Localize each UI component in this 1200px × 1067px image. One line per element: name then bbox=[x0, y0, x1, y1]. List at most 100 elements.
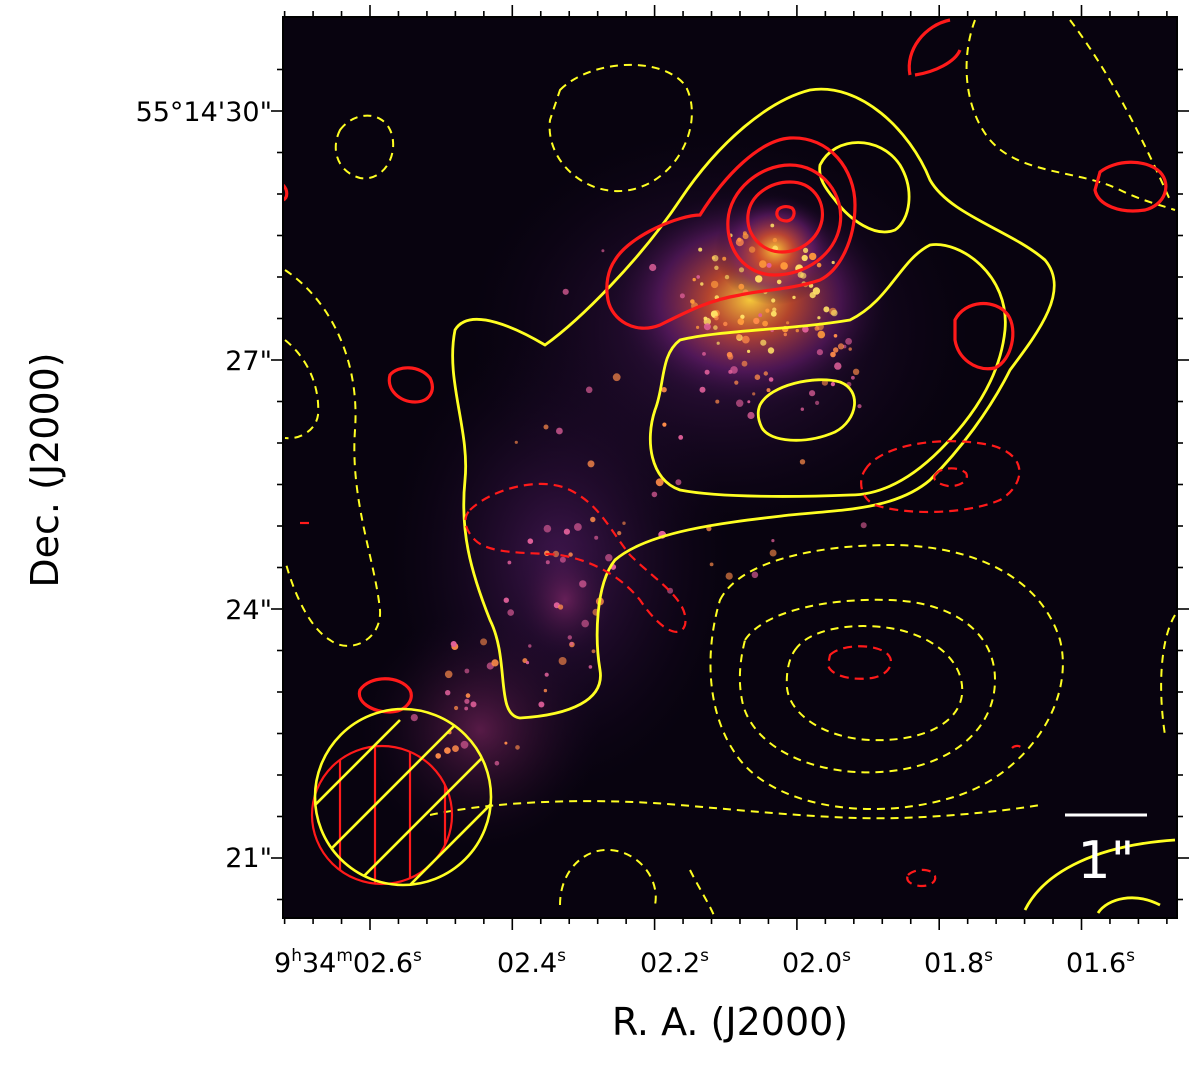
star bbox=[649, 263, 657, 272]
star bbox=[544, 672, 549, 677]
x-tick-label: 02.4s bbox=[497, 946, 566, 979]
star bbox=[821, 379, 829, 386]
star bbox=[581, 619, 589, 628]
star bbox=[515, 745, 520, 750]
star bbox=[780, 262, 788, 270]
star bbox=[783, 332, 787, 337]
star bbox=[712, 255, 719, 262]
star bbox=[465, 693, 471, 698]
y-axis-label: Dec. (J2000) bbox=[23, 352, 67, 587]
star bbox=[661, 387, 667, 393]
star bbox=[480, 638, 488, 646]
star bbox=[594, 535, 599, 540]
star bbox=[460, 740, 469, 749]
star bbox=[435, 753, 442, 759]
star bbox=[833, 347, 839, 353]
star bbox=[765, 308, 770, 313]
star bbox=[758, 313, 763, 318]
axis-ticks bbox=[271, 5, 1189, 930]
star bbox=[690, 299, 695, 304]
y-tick-label: 24" bbox=[225, 595, 272, 626]
star bbox=[504, 741, 508, 745]
star bbox=[679, 293, 685, 299]
star bbox=[601, 249, 605, 253]
star bbox=[834, 362, 842, 370]
star bbox=[747, 411, 755, 420]
star bbox=[567, 635, 572, 640]
star bbox=[617, 531, 622, 536]
star bbox=[579, 580, 587, 588]
star bbox=[766, 388, 771, 393]
star bbox=[714, 315, 719, 321]
star bbox=[741, 360, 748, 367]
star bbox=[507, 560, 512, 565]
star bbox=[740, 321, 744, 325]
star bbox=[543, 424, 549, 430]
x-axis-label: R. A. (J2000) bbox=[612, 1000, 848, 1044]
star bbox=[503, 597, 509, 603]
star bbox=[444, 670, 453, 679]
star bbox=[753, 317, 760, 325]
star bbox=[735, 238, 744, 247]
star bbox=[716, 341, 720, 345]
star bbox=[722, 256, 727, 261]
star bbox=[709, 562, 714, 567]
star bbox=[450, 641, 457, 647]
x-tick-label: 02.0s bbox=[782, 946, 851, 979]
star bbox=[831, 309, 838, 317]
star bbox=[514, 440, 518, 444]
star bbox=[748, 246, 756, 253]
star bbox=[700, 282, 704, 286]
star bbox=[800, 407, 804, 411]
star bbox=[786, 321, 790, 325]
star bbox=[525, 661, 530, 665]
star bbox=[760, 339, 767, 346]
star bbox=[833, 334, 838, 338]
star bbox=[698, 247, 703, 252]
star bbox=[736, 399, 744, 407]
star bbox=[823, 306, 830, 313]
star bbox=[766, 262, 772, 268]
yellow-negative-contours bbox=[284, 19, 1176, 918]
star bbox=[704, 369, 710, 375]
star bbox=[662, 422, 667, 427]
star bbox=[454, 705, 459, 711]
star bbox=[740, 314, 745, 319]
star bbox=[703, 323, 711, 331]
star bbox=[538, 701, 545, 708]
star bbox=[464, 706, 469, 711]
image-panel: 1" bbox=[283, 17, 1177, 918]
star bbox=[759, 260, 767, 268]
star bbox=[464, 668, 470, 674]
star bbox=[802, 326, 809, 333]
x-tick-labels: 9h34m02.6s 02.4s 02.2s 02.0s 01.8s 01.6s bbox=[274, 946, 1135, 979]
star bbox=[556, 427, 563, 435]
scale-bar-label: 1" bbox=[1077, 831, 1134, 891]
star bbox=[795, 328, 799, 333]
star bbox=[464, 698, 470, 704]
star bbox=[845, 338, 852, 345]
star bbox=[763, 371, 768, 376]
star bbox=[622, 521, 626, 525]
star bbox=[800, 272, 807, 279]
star bbox=[590, 516, 596, 523]
star bbox=[470, 701, 477, 708]
star bbox=[545, 560, 550, 565]
star bbox=[734, 380, 739, 385]
star bbox=[837, 343, 845, 350]
star bbox=[714, 265, 719, 270]
star bbox=[738, 283, 745, 290]
star bbox=[444, 747, 451, 754]
star bbox=[612, 373, 621, 382]
star bbox=[710, 310, 718, 318]
star bbox=[770, 223, 775, 228]
star bbox=[569, 641, 574, 646]
star bbox=[452, 745, 459, 752]
star bbox=[815, 400, 820, 405]
star bbox=[702, 352, 706, 356]
star bbox=[767, 347, 775, 354]
star bbox=[742, 233, 749, 240]
star bbox=[410, 714, 418, 722]
star bbox=[587, 460, 595, 468]
